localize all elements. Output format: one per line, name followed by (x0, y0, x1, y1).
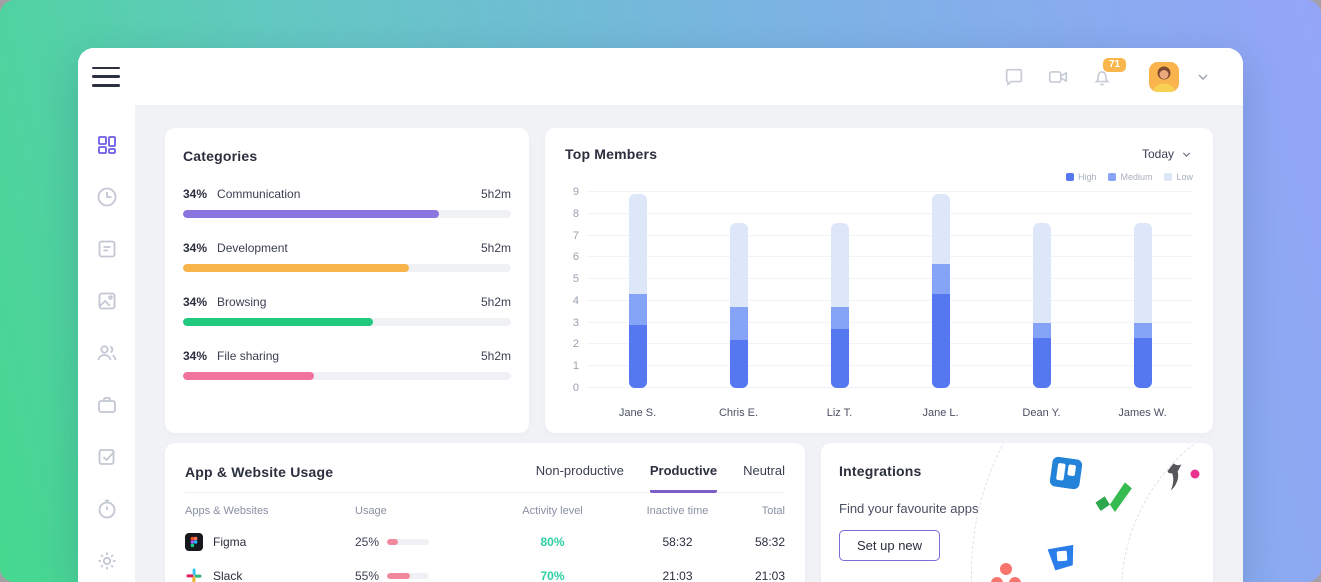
category-label: Browsing (217, 295, 267, 309)
table-header-row: Apps & Websites Usage Activity level Ina… (185, 505, 785, 517)
category-progressbar (183, 318, 511, 326)
app-usage-card: App & Website Usage Non-productive Produ… (165, 443, 805, 582)
category-time: 5h2m (480, 295, 511, 309)
sidebar-item-dashboard-icon[interactable] (95, 133, 119, 157)
category-percent: 34% (183, 187, 208, 201)
category-row: 34% File sharing 5h2m (183, 349, 511, 380)
category-row: 34% Development 5h2m (183, 241, 511, 272)
category-label: File sharing (217, 349, 280, 363)
chart-bar (830, 222, 849, 388)
chat-icon[interactable] (1003, 66, 1025, 88)
top-members-title: Top Members (565, 146, 658, 162)
category-time: 5h2m (480, 349, 511, 363)
usage-row[interactable]: Slack 55% 70% 21:03 21:03 (185, 567, 785, 582)
app-usage-tabs: Non-productive Productive Neutral (535, 463, 785, 493)
usage-bar (387, 539, 430, 545)
column-usage: Usage (355, 505, 387, 517)
jira-logo-icon (1045, 539, 1080, 574)
column-inactive: Inactive time (646, 505, 709, 517)
category-progressbar (183, 264, 511, 272)
sidebar-item-projects-icon[interactable] (95, 393, 119, 417)
category-row: 34% Browsing 5h2m (183, 295, 511, 326)
chart-plot (587, 191, 1193, 388)
sidebar-nav (78, 105, 135, 582)
categories-card: Categories 34% Communication 5h2m 34% De… (165, 128, 529, 433)
integrations-card: Integrations Find your favourite apps Se… (821, 443, 1213, 582)
chart-bar (931, 194, 950, 388)
chart-bar (1032, 222, 1051, 388)
asana-logo-icon (989, 561, 1023, 582)
sidebar-item-settings-gear-icon[interactable] (95, 549, 119, 573)
total-time: 21:03 (754, 569, 785, 582)
app-name: Slack (213, 569, 243, 582)
integrations-title: Integrations (839, 463, 922, 479)
set-up-new-button[interactable]: Set up new (839, 530, 941, 561)
integrations-subtitle: Find your favourite apps (839, 501, 979, 516)
app-usage-title: App & Website Usage (185, 464, 334, 480)
inactive-time: 58:32 (662, 535, 693, 549)
period-dropdown[interactable]: Today (1142, 147, 1193, 161)
category-progressbar (183, 372, 511, 380)
figma-app-icon (185, 533, 203, 551)
period-chevron-down-icon (1180, 148, 1193, 161)
tab-neutral[interactable]: Neutral (743, 463, 785, 478)
period-value: Today (1141, 147, 1174, 161)
column-activity: Activity level (522, 505, 583, 517)
category-progressbar (183, 210, 511, 218)
activity-level: 80% (540, 535, 565, 549)
tab-productive[interactable]: Productive (649, 463, 718, 493)
sidebar-item-time-clock-icon[interactable] (95, 185, 119, 209)
green-check-logo-icon (1091, 480, 1137, 516)
bell-icon[interactable]: 71 (1091, 57, 1127, 88)
total-time: 58:32 (754, 535, 785, 549)
sidebar-item-screenshots-icon[interactable] (95, 289, 119, 313)
user-avatar[interactable] (1149, 61, 1179, 92)
category-percent: 34% (183, 349, 208, 363)
trello-logo-icon (1049, 456, 1083, 490)
sidebar-item-tasks-icon[interactable] (95, 445, 119, 469)
chart-legend: High Medium Low (565, 172, 1193, 182)
category-percent: 34% (183, 241, 208, 255)
column-total: Total (761, 505, 785, 517)
categories-title: Categories (183, 148, 258, 164)
main-content: Categories 34% Communication 5h2m 34% De… (135, 105, 1243, 582)
t-logo-icon (1161, 460, 1201, 494)
activity-level: 70% (540, 569, 565, 582)
app-name: Figma (213, 535, 247, 549)
usage-bar (387, 573, 430, 579)
tab-non-productive[interactable]: Non-productive (535, 463, 624, 478)
video-call-icon[interactable] (1047, 66, 1069, 88)
sidebar-item-reports-icon[interactable] (95, 237, 119, 261)
sidebar-item-team-icon[interactable] (95, 341, 119, 365)
usage-percent: 55% (355, 569, 380, 582)
column-apps: Apps & Websites (185, 505, 269, 517)
usage-row[interactable]: Figma 25% 80% 58:32 58:32 (185, 533, 785, 551)
category-row: 34% Communication 5h2m (183, 187, 511, 218)
category-time: 5h2m (480, 187, 511, 201)
inactive-time: 21:03 (662, 569, 693, 582)
hamburger-menu-icon[interactable] (92, 66, 120, 87)
top-bar: 71 (78, 48, 1243, 105)
category-percent: 34% (183, 295, 208, 309)
chart-bar (628, 194, 647, 388)
chart-bar (1133, 222, 1152, 388)
notification-badge: 71 (1103, 57, 1127, 72)
usage-percent: 25% (355, 535, 380, 549)
slack-app-icon (185, 567, 203, 582)
category-label: Communication (217, 187, 301, 201)
category-time: 5h2m (480, 241, 511, 255)
sidebar-item-timer-icon[interactable] (95, 497, 119, 521)
app-window: 71 (78, 48, 1243, 582)
chart-x-labels: Jane S. Chris E. Liz T. Jane L. Dean Y. James… (618, 407, 1167, 419)
chart-bar (729, 222, 748, 388)
account-chevron-down-icon[interactable] (1195, 69, 1211, 85)
category-label: Development (217, 241, 288, 255)
